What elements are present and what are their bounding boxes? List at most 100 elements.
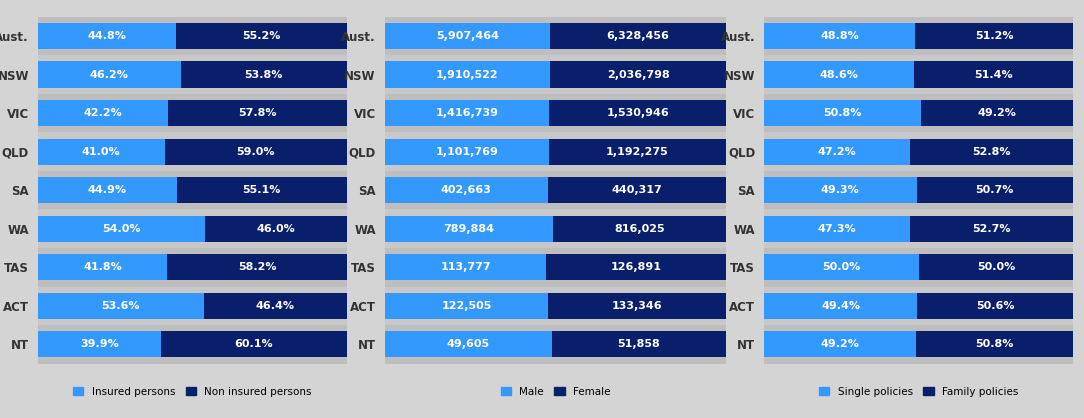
Bar xyxy=(764,138,911,165)
Text: 126,891: 126,891 xyxy=(610,262,661,272)
Text: 2,036,798: 2,036,798 xyxy=(607,69,670,79)
Text: 50.0%: 50.0% xyxy=(977,262,1015,272)
Bar xyxy=(177,177,347,203)
Bar xyxy=(764,216,911,242)
Bar xyxy=(764,209,1073,248)
Text: 402,663: 402,663 xyxy=(441,185,492,195)
Text: 49.4%: 49.4% xyxy=(821,301,860,311)
Text: 1,416,739: 1,416,739 xyxy=(436,108,499,118)
Bar xyxy=(549,293,726,319)
Text: 57.8%: 57.8% xyxy=(238,108,276,118)
Text: 39.9%: 39.9% xyxy=(80,339,119,349)
Text: 1,530,946: 1,530,946 xyxy=(606,108,669,118)
Bar xyxy=(204,293,347,319)
Bar xyxy=(385,17,726,55)
Text: 60.1%: 60.1% xyxy=(235,339,273,349)
Bar xyxy=(764,171,1073,209)
Bar xyxy=(385,94,726,133)
Bar xyxy=(181,61,347,88)
Legend: Male, Female: Male, Female xyxy=(501,387,610,397)
Text: 50.7%: 50.7% xyxy=(976,185,1014,195)
Text: 48.8%: 48.8% xyxy=(821,31,859,41)
Text: 46.0%: 46.0% xyxy=(257,224,295,234)
Bar xyxy=(764,55,1073,94)
Bar xyxy=(550,23,726,49)
Text: 41.0%: 41.0% xyxy=(82,147,120,157)
Bar xyxy=(911,216,1073,242)
Bar xyxy=(38,325,347,364)
Bar xyxy=(38,138,165,165)
Text: 52.7%: 52.7% xyxy=(972,224,1011,234)
Bar xyxy=(764,325,1073,364)
Text: 59.0%: 59.0% xyxy=(236,147,275,157)
Bar xyxy=(552,331,726,357)
Bar xyxy=(764,133,1073,171)
Bar xyxy=(177,23,347,49)
Text: 113,777: 113,777 xyxy=(440,262,491,272)
Bar xyxy=(38,100,168,126)
Bar xyxy=(38,293,204,319)
Text: 50.0%: 50.0% xyxy=(823,262,861,272)
Bar xyxy=(38,248,347,287)
Bar xyxy=(38,133,347,171)
Bar xyxy=(38,17,347,55)
Bar xyxy=(919,254,1073,280)
Bar xyxy=(764,331,916,357)
Bar xyxy=(764,248,1073,287)
Bar xyxy=(38,209,347,248)
Text: 816,025: 816,025 xyxy=(615,224,664,234)
Bar xyxy=(547,177,726,203)
Bar xyxy=(168,100,347,126)
Text: 44.8%: 44.8% xyxy=(88,31,127,41)
Text: 122,505: 122,505 xyxy=(441,301,492,311)
Text: 1,192,275: 1,192,275 xyxy=(606,147,669,157)
Bar xyxy=(205,216,347,242)
Text: 52.8%: 52.8% xyxy=(972,147,1011,157)
Bar xyxy=(550,61,726,88)
Bar xyxy=(385,287,726,325)
Bar xyxy=(38,23,177,49)
Bar xyxy=(764,94,1073,133)
Bar xyxy=(764,287,1073,325)
Bar xyxy=(549,138,726,165)
Bar xyxy=(385,61,550,88)
Bar xyxy=(385,100,549,126)
Bar xyxy=(764,61,915,88)
Legend: Single policies, Family policies: Single policies, Family policies xyxy=(820,387,1018,397)
Bar xyxy=(553,216,726,242)
Bar xyxy=(385,293,549,319)
Text: 49.2%: 49.2% xyxy=(821,339,860,349)
Bar xyxy=(546,254,726,280)
Text: 51.2%: 51.2% xyxy=(975,31,1014,41)
Bar xyxy=(38,216,205,242)
Bar xyxy=(385,248,726,287)
Text: 47.3%: 47.3% xyxy=(818,224,856,234)
Bar xyxy=(764,100,921,126)
Text: 50.8%: 50.8% xyxy=(976,339,1014,349)
Bar xyxy=(385,254,546,280)
Bar xyxy=(385,177,547,203)
Bar xyxy=(764,293,917,319)
Bar xyxy=(38,254,167,280)
Bar xyxy=(38,94,347,133)
Bar xyxy=(167,254,347,280)
Bar xyxy=(385,209,726,248)
Bar xyxy=(165,138,347,165)
Text: 5,907,464: 5,907,464 xyxy=(436,31,499,41)
Bar xyxy=(38,287,347,325)
Text: 1,910,522: 1,910,522 xyxy=(436,69,499,79)
Bar xyxy=(915,23,1073,49)
Bar xyxy=(38,61,181,88)
Text: 53.8%: 53.8% xyxy=(245,69,283,79)
Bar xyxy=(38,171,347,209)
Text: 51,858: 51,858 xyxy=(618,339,660,349)
Text: 49,605: 49,605 xyxy=(447,339,490,349)
Bar xyxy=(385,23,550,49)
Bar xyxy=(916,331,1073,357)
Text: 58.2%: 58.2% xyxy=(237,262,276,272)
Text: 47.2%: 47.2% xyxy=(817,147,856,157)
Text: 46.4%: 46.4% xyxy=(256,301,295,311)
Bar xyxy=(764,177,917,203)
Text: 51.4%: 51.4% xyxy=(975,69,1014,79)
Text: 50.8%: 50.8% xyxy=(824,108,862,118)
